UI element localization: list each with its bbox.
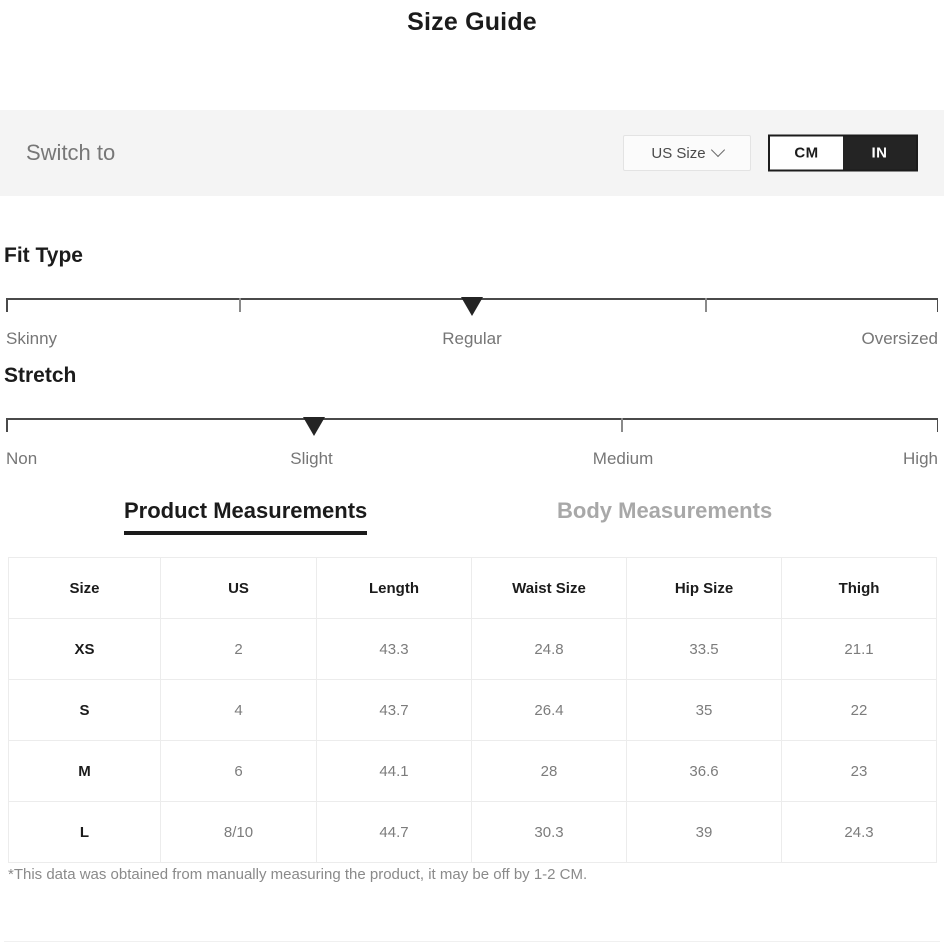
cell-us: 6 <box>160 740 317 802</box>
measurement-footnote: *This data was obtained from manually me… <box>8 866 588 883</box>
cell-hip: 39 <box>626 801 782 863</box>
scale-cap-start <box>6 298 8 312</box>
fit-type-label-regular: Regular <box>442 329 502 348</box>
cell-size: M <box>8 740 161 802</box>
fit-type-labels: Skinny Regular Oversized <box>0 329 944 351</box>
size-system-value: US Size <box>651 144 706 162</box>
scale-cap-end <box>936 418 938 432</box>
column-header-hip-size: Hip Size <box>626 557 782 619</box>
bottom-divider <box>4 941 940 942</box>
fit-type-marker <box>461 297 483 316</box>
fit-type-track <box>6 297 938 316</box>
scale-cap-end <box>936 298 938 312</box>
cell-us: 4 <box>160 679 317 741</box>
stretch-labels: Non Slight Medium High <box>0 449 944 471</box>
tab-product-measurements[interactable]: Product Measurements <box>124 498 368 535</box>
cell-length: 43.7 <box>316 679 472 741</box>
cell-length: 44.7 <box>316 801 472 863</box>
unit-option-in[interactable]: IN <box>843 136 916 170</box>
cell-size: S <box>8 679 161 741</box>
unit-toggle[interactable]: CM IN <box>768 134 918 172</box>
stretch-marker <box>302 417 325 436</box>
stretch-label-high: High <box>903 449 938 468</box>
stretch-scale: Stretch Non Slight Medium High <box>0 364 944 474</box>
cell-thigh: 21.1 <box>781 618 937 680</box>
tab-body-measurements[interactable]: Body Measurements <box>557 498 773 523</box>
cell-thigh: 22 <box>781 679 937 741</box>
cell-thigh: 23 <box>781 740 937 802</box>
size-table: Size US Length Waist Size Hip Size Thigh… <box>8 557 937 863</box>
cell-us: 2 <box>160 618 317 680</box>
stretch-label-non: Non <box>6 449 38 468</box>
page-title: Size Guide <box>407 8 537 36</box>
cell-waist: 24.8 <box>471 618 627 680</box>
fit-type-label-oversized: Oversized <box>861 329 938 348</box>
chevron-down-icon <box>710 142 725 158</box>
measurement-tabs: Product Measurements Body Measurements <box>0 498 944 540</box>
column-header-size: Size <box>8 557 161 619</box>
unit-switch-bar: Switch to US Size CM IN <box>0 110 944 196</box>
table-row: S 4 43.7 26.4 35 22 <box>8 679 937 741</box>
cell-waist: 26.4 <box>471 679 627 741</box>
fit-type-scale: Fit Type Skinny Regular Oversized <box>0 244 944 354</box>
column-header-length: Length <box>316 557 472 619</box>
fit-type-heading: Fit Type <box>4 244 83 267</box>
stretch-label-medium: Medium <box>592 449 654 468</box>
cell-hip: 35 <box>626 679 782 741</box>
table-row: L 8/10 44.7 30.3 39 24.3 <box>8 801 937 863</box>
table-row: M 6 44.1 28 36.6 23 <box>8 740 937 802</box>
cell-hip: 36.6 <box>626 740 782 802</box>
scale-tick <box>705 298 707 312</box>
cell-hip: 33.5 <box>626 618 782 680</box>
stretch-heading: Stretch <box>4 364 77 387</box>
table-row: XS 2 43.3 24.8 33.5 21.1 <box>8 618 937 680</box>
table-header-row: Size US Length Waist Size Hip Size Thigh <box>8 557 937 619</box>
scale-tick <box>239 298 241 312</box>
stretch-label-slight: Slight <box>290 449 333 468</box>
stretch-track <box>6 417 938 436</box>
column-header-us: US <box>160 557 317 619</box>
unit-option-cm[interactable]: CM <box>770 136 843 170</box>
cell-length: 43.3 <box>316 618 472 680</box>
cell-size: XS <box>8 618 161 680</box>
column-header-thigh: Thigh <box>781 557 937 619</box>
scale-tick <box>621 418 623 432</box>
column-header-waist-size: Waist Size <box>471 557 627 619</box>
switch-to-label: Switch to <box>26 140 116 165</box>
cell-waist: 30.3 <box>471 801 627 863</box>
scale-cap-start <box>6 418 8 432</box>
cell-waist: 28 <box>471 740 627 802</box>
cell-us: 8/10 <box>160 801 317 863</box>
size-system-dropdown[interactable]: US Size <box>623 135 751 171</box>
cell-thigh: 24.3 <box>781 801 937 863</box>
cell-size: L <box>8 801 161 863</box>
cell-length: 44.1 <box>316 740 472 802</box>
fit-type-label-skinny: Skinny <box>6 329 58 348</box>
